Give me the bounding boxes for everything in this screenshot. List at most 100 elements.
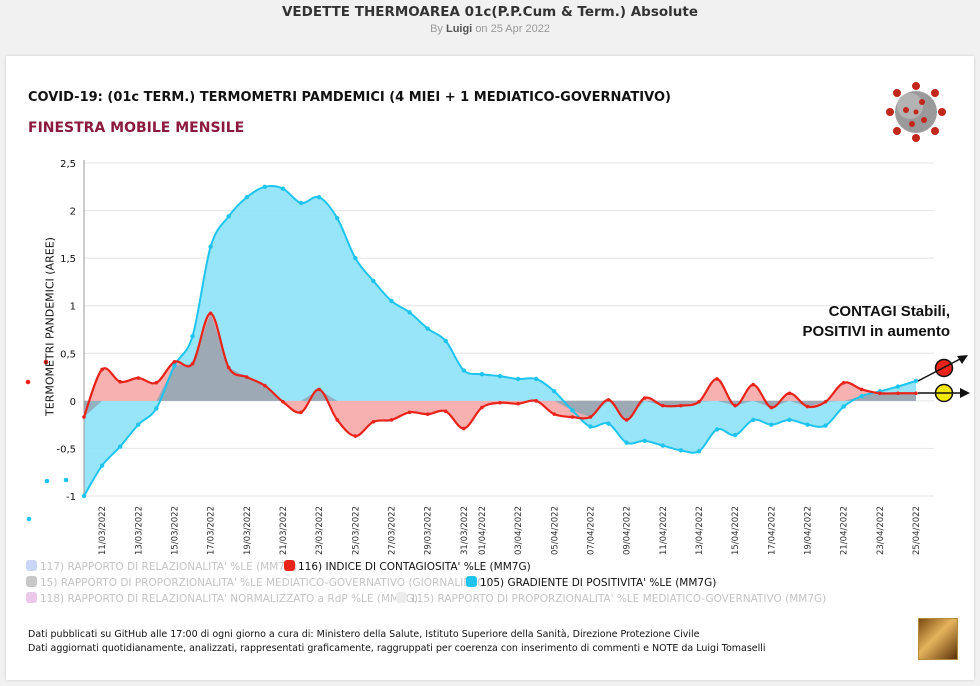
legend-label: 15) RAPPORTO DI PROPORZIONALITA' %LE MED…	[40, 577, 490, 589]
legend-swatch	[466, 576, 477, 587]
data-point-105	[226, 214, 231, 219]
data-point-116	[751, 382, 756, 387]
data-point-116	[498, 400, 502, 405]
data-point-116	[389, 418, 394, 422]
data-point-116	[588, 415, 593, 419]
data-point-116	[172, 360, 177, 364]
chart-title: COVID-19: (01c TERM.) TERMOMETRI PAMDEMI…	[28, 90, 671, 105]
arrow-up-line	[917, 357, 963, 382]
data-point-116	[100, 367, 104, 372]
data-point-116	[606, 398, 611, 402]
footer-line-1: Dati pubblicati su GitHub alle 17:00 di …	[28, 629, 700, 640]
data-point-105	[606, 421, 611, 426]
x-tick-label: 17/03/2022	[207, 506, 217, 555]
data-point-105	[497, 373, 503, 379]
data-point-116	[407, 410, 412, 415]
data-point-105	[859, 393, 864, 399]
data-point-116	[624, 418, 629, 422]
data-point-105	[117, 444, 123, 449]
data-point-105	[552, 389, 557, 394]
y-tick-label: 0	[70, 397, 76, 408]
annotation-line-2: POSITIVI in aumento	[802, 323, 950, 340]
byline: By Luigi on 25 Apr 2022	[0, 23, 980, 35]
data-point-105	[660, 443, 665, 448]
x-tick-label: 09/04/2022	[623, 506, 633, 555]
data-point-116	[335, 418, 340, 422]
data-point-116	[443, 409, 448, 414]
x-tick-label: 21/04/2022	[840, 506, 850, 555]
data-point-116	[534, 399, 538, 403]
data-point-116	[136, 376, 141, 380]
byline-date: on 25 Apr 2022	[475, 23, 550, 35]
y-tick-label: 2,5	[60, 159, 76, 170]
x-tick-label: 19/03/2022	[243, 506, 253, 555]
data-point-116	[787, 391, 792, 396]
data-point-116	[299, 410, 303, 415]
data-point-105	[841, 404, 846, 409]
chart-areas	[84, 186, 916, 497]
data-point-105	[99, 463, 105, 468]
data-point-105	[316, 195, 322, 200]
data-point-116	[679, 403, 683, 408]
data-point-116	[317, 387, 321, 392]
data-point-105	[588, 424, 593, 429]
chart-subtitle: FINESTRA MOBILE MENSILE	[28, 120, 245, 136]
data-point-105	[787, 417, 792, 423]
data-point-116	[769, 405, 774, 410]
data-point-105	[407, 310, 412, 315]
data-point-105	[714, 427, 720, 432]
y-tick-label: 1,5	[60, 254, 76, 265]
data-point-105	[353, 255, 358, 261]
coronavirus-icon	[886, 82, 946, 142]
stray-data-point	[26, 516, 32, 522]
y-tick-label: -0,5	[56, 444, 76, 455]
legend-swatch	[284, 560, 295, 571]
page-title: VEDETTE THERMOAREA 01c(P.P.Cum & Term.) …	[281, 4, 698, 20]
y-tick-label: -1	[66, 492, 76, 503]
chart-points	[81, 184, 919, 499]
data-point-116	[118, 380, 122, 384]
legend-item[interactable]: 116) INDICE DI CONTAGIOSITA' %LE (MM7G)	[284, 560, 531, 573]
x-tick-label: 27/03/2022	[387, 506, 397, 555]
data-point-116	[552, 412, 557, 416]
x-tick-label: 19/04/2022	[803, 506, 813, 555]
legend-item[interactable]: 105) GRADIENTE DI POSITIVITA' %LE (MM7G)	[466, 576, 716, 589]
area-105-gradiente-positivita	[84, 186, 916, 497]
data-point-116	[425, 412, 430, 416]
data-point-105	[154, 406, 159, 411]
data-point-105	[262, 184, 268, 189]
legend-item[interactable]: 117) RAPPORTO DI RELAZIONALITA' %LE (MM7…	[26, 560, 297, 573]
author-link[interactable]: Luigi	[445, 23, 473, 35]
author-logo-icon	[918, 618, 958, 660]
data-point-116	[244, 375, 249, 379]
data-point-116	[896, 391, 900, 396]
data-point-105	[732, 432, 738, 438]
data-point-105	[696, 449, 702, 454]
legend-item[interactable]: 115) RAPPORTO DI PROPORZIONALITA' %LE ME…	[396, 592, 826, 605]
legend-item[interactable]: 118) RAPPORTO DI RELAZIONALITA' NORMALIZ…	[26, 592, 418, 605]
area-116-indice-contagiosita	[84, 313, 916, 437]
data-point-116	[154, 380, 159, 385]
legend-item[interactable]: 15) RAPPORTO DI PROPORZIONALITA' %LE MED…	[26, 576, 490, 589]
x-tick-label: 11/04/2022	[659, 506, 669, 555]
x-tick-label: 25/04/2022	[912, 506, 922, 555]
data-point-105	[895, 384, 901, 389]
data-point-116	[859, 387, 864, 392]
footer-line-2: Dati aggiornati quotidianamente, analizz…	[28, 643, 766, 654]
data-point-105	[298, 200, 304, 206]
data-point-105	[533, 376, 539, 382]
x-tick-label: 25/03/2022	[351, 506, 361, 555]
legend-label: 105) GRADIENTE DI POSITIVITA' %LE (MM7G)	[480, 577, 717, 589]
data-point-105	[280, 186, 286, 191]
arrow-up-head	[957, 355, 968, 364]
data-point-105	[244, 195, 249, 200]
stray-data-point	[43, 359, 49, 365]
data-point-105	[371, 278, 376, 284]
data-point-116	[263, 383, 267, 388]
data-point-105	[570, 408, 575, 413]
x-tick-label: 11/03/2022	[98, 506, 108, 555]
legend-label: 117) RAPPORTO DI RELAZIONALITA' %LE (MM7…	[40, 561, 298, 573]
chart-axes: -1 -0,5 0 0,5 1 1,5 2 2,5 11/03/2022 13/03/2022 15…	[56, 159, 922, 555]
x-tick-label: 01/04/2022	[478, 506, 488, 555]
annotation-line-1: CONTAGI Stabili,	[828, 303, 950, 320]
